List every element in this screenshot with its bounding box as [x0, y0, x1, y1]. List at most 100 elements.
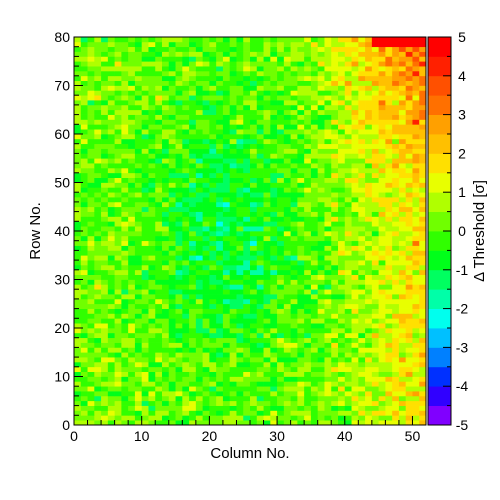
heatmap-cell [148, 313, 156, 319]
heatmap-cell [148, 303, 156, 309]
heatmap-cell [216, 415, 224, 421]
heatmap-cell [80, 303, 88, 309]
heatmap-cell [155, 366, 163, 372]
heatmap-cell [101, 400, 109, 406]
heatmap-cell [290, 250, 298, 256]
heatmap-cell [385, 129, 393, 135]
heatmap-cell [344, 211, 352, 217]
heatmap-cell [358, 405, 366, 411]
heatmap-cell [209, 366, 217, 372]
heatmap-cell [134, 109, 143, 115]
colorbar-swatch [428, 211, 451, 232]
heatmap-cell [250, 104, 258, 111]
heatmap-cell [365, 90, 373, 96]
heatmap-cell [392, 420, 400, 426]
heatmap-cell [209, 56, 217, 62]
heatmap-cell [168, 80, 176, 86]
heatmap-cell [162, 124, 170, 130]
heatmap-cell [398, 172, 407, 178]
heatmap-cell [148, 37, 156, 43]
heatmap-cell [175, 366, 183, 372]
heatmap-cell [94, 95, 102, 101]
heatmap-cell [263, 391, 271, 397]
heatmap-cell [121, 245, 129, 251]
heatmap-cell [338, 51, 346, 57]
heatmap-cell [168, 119, 176, 125]
heatmap-cell [216, 95, 224, 101]
heatmap-cell [74, 337, 82, 343]
heatmap-cell [229, 109, 237, 115]
heatmap-cell [256, 114, 264, 120]
heatmap-cell [222, 260, 231, 266]
heatmap-cell [385, 148, 393, 154]
heatmap-cell [297, 100, 305, 106]
heatmap-cell [162, 216, 170, 222]
heatmap-cell [277, 100, 285, 106]
heatmap-cell [141, 231, 149, 237]
heatmap-cell [195, 201, 203, 208]
heatmap-cell [175, 66, 183, 72]
heatmap-cell [304, 337, 312, 343]
heatmap-cell [114, 371, 122, 377]
heatmap-cell [317, 211, 325, 217]
heatmap-cell [412, 274, 420, 280]
heatmap-cell [310, 289, 319, 295]
heatmap-cell [94, 129, 102, 135]
heatmap-cell [283, 134, 291, 140]
heatmap-cell [398, 221, 407, 227]
heatmap-cell [229, 100, 237, 106]
heatmap-cell [216, 410, 224, 416]
heatmap-cell [114, 148, 122, 154]
heatmap-cell [222, 371, 231, 377]
heatmap-cell [344, 415, 352, 421]
heatmap-cell [141, 163, 149, 169]
heatmap-cell [128, 70, 136, 77]
heatmap-cell [392, 250, 400, 256]
heatmap-cell [148, 129, 156, 135]
heatmap-cell [141, 303, 149, 309]
heatmap-cell [297, 211, 305, 217]
heatmap-cell [256, 90, 264, 96]
heatmap-cell [141, 51, 149, 57]
heatmap-cell [182, 352, 190, 358]
heatmap-cell [114, 124, 122, 130]
heatmap-cell [365, 284, 373, 290]
heatmap-cell [195, 66, 203, 72]
heatmap-cell [263, 386, 271, 392]
heatmap-cell [107, 201, 115, 208]
heatmap-cell [216, 187, 224, 193]
heatmap-cell [310, 240, 319, 246]
heatmap-cell [202, 75, 210, 81]
heatmap-cell [107, 386, 115, 392]
heatmap-cell [304, 85, 312, 91]
heatmap-cell [331, 95, 339, 101]
heatmap-cell [243, 357, 251, 363]
heatmap-cell [236, 104, 244, 111]
heatmap-cell [263, 323, 271, 329]
heatmap-cell [195, 366, 203, 372]
heatmap-cell [277, 177, 285, 183]
heatmap-cell [222, 405, 231, 411]
heatmap-cell [351, 303, 359, 309]
heatmap-cell [128, 289, 136, 295]
heatmap-cell [94, 357, 102, 363]
heatmap-cell [182, 308, 190, 314]
heatmap-cell [134, 323, 143, 329]
heatmap-cell [270, 260, 278, 266]
heatmap-cell [189, 206, 197, 212]
heatmap-cell [270, 279, 278, 285]
heatmap-cell [338, 289, 346, 295]
heatmap-cell [107, 231, 115, 237]
heatmap-cell [351, 221, 359, 227]
heatmap-cell [365, 313, 373, 319]
heatmap-cell [256, 245, 264, 251]
heatmap-cell [398, 420, 407, 426]
heatmap-cell [419, 294, 427, 300]
heatmap-cell [114, 298, 122, 305]
heatmap-cell [148, 85, 156, 91]
heatmap-cell [310, 395, 319, 402]
heatmap-cell [202, 357, 210, 363]
heatmap-cell [270, 323, 278, 329]
heatmap-cell [331, 124, 339, 130]
